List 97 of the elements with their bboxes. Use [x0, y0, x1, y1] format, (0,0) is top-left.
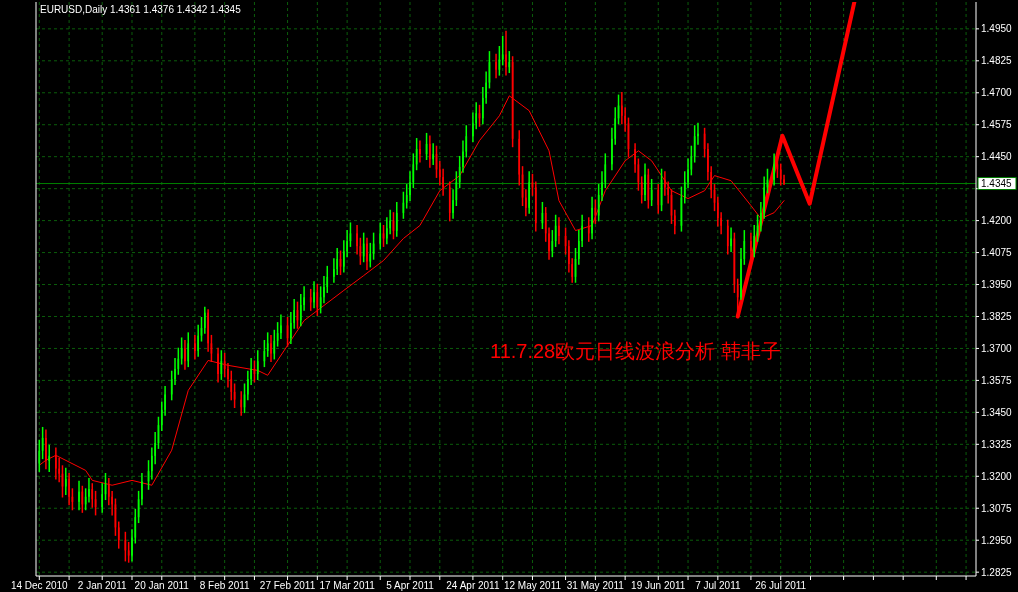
candlestick: [362, 232, 365, 263]
candlestick: [38, 439, 41, 472]
x-tick-label: 24 Apr 2011: [446, 580, 500, 591]
x-tick-label: 5 Apr 2011: [386, 580, 435, 591]
y-tick-label: 1.4575: [981, 119, 1013, 131]
candlestick: [379, 222, 382, 250]
candlestick: [495, 53, 497, 79]
x-tick-label: 19 Jun 2011: [631, 580, 686, 591]
x-tick-label: 20 Jan 2011: [134, 580, 190, 591]
candlestick: [270, 334, 272, 362]
candlestick: [462, 140, 464, 173]
candlestick: [395, 201, 398, 237]
y-tick-label: 1.4075: [981, 247, 1013, 259]
candlestick: [203, 306, 206, 334]
candlestick: [779, 163, 782, 186]
candlestick: [240, 391, 243, 416]
candlestick: [117, 521, 120, 549]
candlestick: [673, 209, 676, 235]
candlestick: [227, 363, 229, 388]
candlestick: [184, 340, 186, 370]
candlestick: [528, 171, 530, 214]
x-tick-label: 27 Feb 2011: [259, 580, 316, 591]
candlestick: [256, 350, 259, 380]
y-tick-label: 1.3950: [981, 279, 1013, 291]
candlestick: [45, 429, 47, 470]
candlestick: [773, 153, 775, 186]
candlestick: [508, 51, 511, 74]
candlestick: [647, 168, 650, 209]
y-tick-label: 1.2825: [981, 566, 1013, 578]
candlestick: [68, 472, 70, 506]
candlestick: [91, 483, 94, 508]
candlestick: [356, 224, 358, 255]
candlestick: [55, 447, 57, 480]
x-tick-label: 14 Dec 2010: [10, 580, 69, 591]
candlestick: [750, 232, 752, 260]
candlestick: [127, 542, 130, 563]
candlestick: [726, 219, 729, 255]
y-tick-label: 1.3200: [981, 470, 1013, 482]
y-tick-label: 1.2950: [981, 534, 1013, 546]
annotation: 11.7.28欧元日线波浪分析 韩非子: [490, 340, 781, 362]
candlestick: [591, 196, 593, 240]
candlestick: [419, 140, 421, 163]
y-tick-label: 1.4450: [981, 151, 1013, 163]
candlestick: [525, 189, 527, 217]
candlestick: [141, 472, 143, 506]
candlestick: [187, 332, 190, 368]
candlestick: [194, 334, 196, 360]
candlestick: [48, 444, 51, 472]
y-tick-label: 1.3575: [981, 374, 1013, 386]
x-tick-label: 8 Feb 2011: [199, 580, 251, 591]
candlestick: [313, 281, 315, 309]
x-tick-label: 12 May 2011: [503, 580, 562, 591]
x-tick-label: 17 Mar 2011: [319, 580, 376, 591]
candlestick: [101, 483, 104, 513]
candlestick: [452, 189, 454, 219]
candlestick: [505, 30, 507, 76]
candlestick: [266, 332, 269, 357]
x-tick-label: 2 Jan 2011: [77, 580, 128, 591]
candlestick: [78, 480, 80, 511]
candlestick: [501, 35, 504, 66]
candlestick: [217, 347, 219, 383]
y-tick-label: 1.4200: [981, 215, 1013, 227]
y-tick-label: 1.3700: [981, 342, 1013, 354]
y-tick-label: 1.3325: [981, 438, 1013, 450]
y-tick-label: 1.3075: [981, 502, 1013, 514]
candlestick: [88, 478, 90, 503]
candlestick: [634, 143, 636, 173]
candlestick: [197, 324, 200, 357]
candlestick: [366, 237, 368, 270]
candlestick: [429, 135, 431, 168]
candlestick: [657, 184, 660, 214]
candlestick: [587, 217, 590, 242]
x-tick-label: 26 Jul 2011: [755, 580, 807, 591]
y-tick-label: 1.4950: [981, 23, 1013, 35]
candlestick: [558, 217, 560, 245]
candlestick: [640, 176, 643, 204]
candlestick: [753, 224, 756, 258]
y-tick-label: 1.4700: [981, 87, 1013, 99]
y-tick-label: 1.3450: [981, 406, 1013, 418]
candlestick: [309, 288, 312, 311]
x-tick-label: 31 May 2011: [566, 580, 625, 591]
candlestick: [323, 276, 325, 304]
y-tick-label: 1.4825: [981, 55, 1013, 67]
ref-line-label: 1.4345: [981, 178, 1013, 190]
candlestick: [369, 242, 372, 268]
candlestick: [207, 309, 209, 352]
candlestick: [730, 227, 732, 253]
chart-title: EURUSD,Daily 1.4361 1.4376 1.4342 1.4345: [40, 4, 242, 15]
candlestick: [64, 467, 67, 495]
candlestick: [432, 143, 435, 166]
candlestick: [280, 314, 282, 339]
y-tick-label: 1.3825: [981, 310, 1013, 322]
candlestick: [644, 163, 646, 201]
candlestick: [697, 122, 699, 145]
x-tick-label: 7 Jul 2011: [695, 580, 741, 591]
line-series: [735, 2, 857, 319]
candlestick: [273, 329, 276, 360]
